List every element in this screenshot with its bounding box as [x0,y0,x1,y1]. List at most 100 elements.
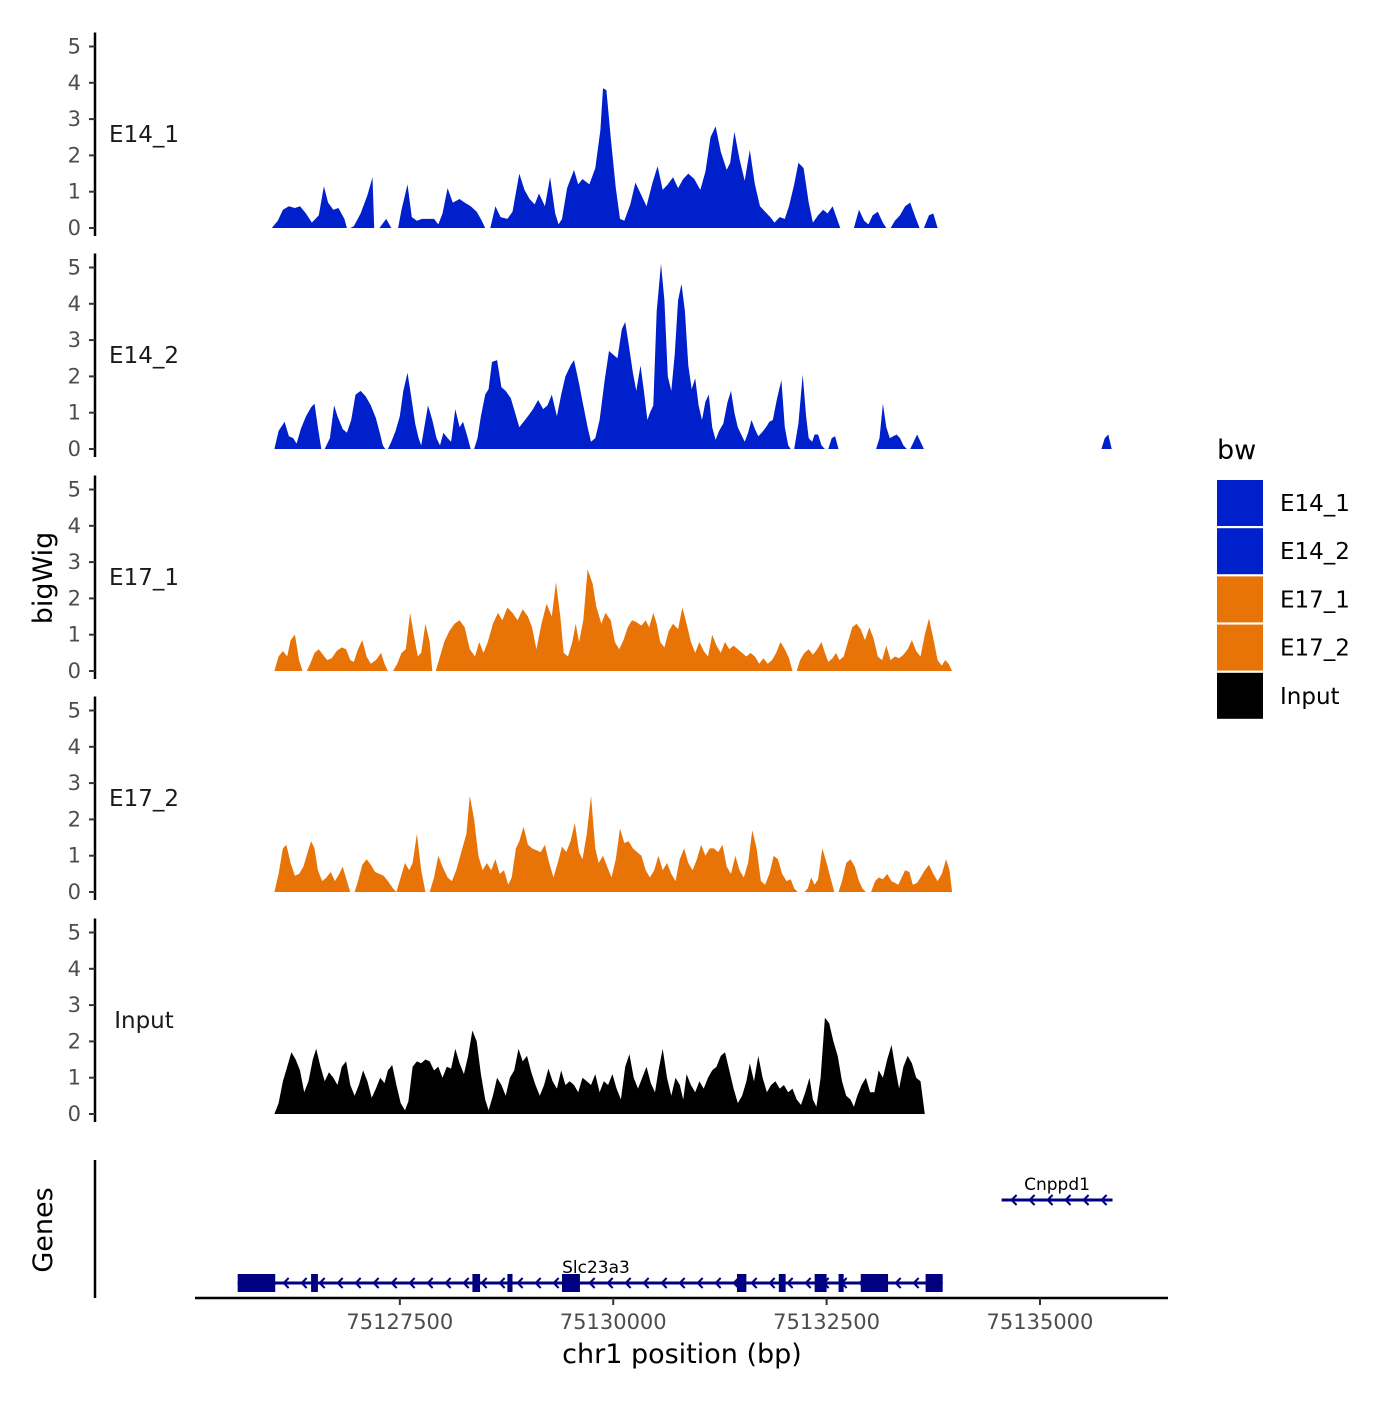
y-tick-label: 4 [68,514,81,538]
exon-block [838,1274,844,1292]
y-tick-label: 0 [68,1102,81,1126]
track-E14_2: 0 1 2 3 4 5 E14_2 [68,253,1112,461]
track-label: E17_2 [109,786,179,812]
track-Input: 0 1 2 3 4 5 Input [68,918,925,1126]
legend-item-E14_2: E14_2 [1217,528,1350,575]
strand-arrow [426,1277,434,1289]
y-tick-label: 0 [68,437,81,461]
strand-arrow [1082,1194,1090,1206]
y-tick-label: 1 [68,180,81,204]
strand-arrow [588,1277,596,1289]
strand-arrow [444,1277,452,1289]
strand-arrow [750,1277,758,1289]
gene-Cnppd1: Cnppd1 [1001,1175,1113,1206]
signal-tracks: 0 1 2 3 4 5 E14_1 0 1 2 3 4 5 E14_2 0 1 2 3 4 5 E17_1 0 1 2 3 4 5 E… [68,32,1112,1126]
legend-swatch [1217,576,1263,623]
legend-label: Input [1280,684,1340,710]
exon-block [860,1274,880,1292]
strand-arrow [408,1277,416,1289]
track-label: Input [114,1008,174,1034]
track-label: E14_2 [109,343,179,369]
exon-block [507,1274,513,1292]
legend-label: E17_2 [1280,636,1350,662]
x-axis: 75127500 75130000 75132500 75135000 [195,1296,1168,1334]
legend-title: bw [1217,435,1256,466]
strand-arrow [1064,1194,1072,1206]
exon-block [814,1274,827,1292]
signal-area-Input [274,1017,925,1114]
y-tick-label: 0 [68,659,81,683]
y-tick-label: 4 [68,735,81,759]
y-tick-label: 1 [68,623,81,647]
strand-arrow [318,1277,326,1289]
strand-arrow [696,1277,704,1289]
strand-arrow [768,1277,776,1289]
track-E14_1: 0 1 2 3 4 5 E14_1 [68,32,938,240]
strand-arrow [786,1277,794,1289]
strand-arrow [660,1277,668,1289]
legend-swatch [1217,480,1263,526]
legend-item-E17_1: E17_1 [1217,576,1350,623]
legend-item-Input: Input [1217,672,1340,719]
y-tick-label: 3 [68,993,81,1017]
y-tick-label: 1 [68,844,81,868]
strand-arrow [516,1277,524,1289]
strand-arrow [354,1277,362,1289]
legend-swatch [1217,672,1263,719]
y-tick-label: 3 [68,550,81,574]
y-tick-label: 3 [68,328,81,352]
gene-annotation-track: Slc23a3 Cnppd1 [93,1160,1113,1298]
strand-arrow [1046,1194,1054,1206]
signal-area-E17_1 [274,569,953,671]
strand-arrow [372,1277,380,1289]
y-tick-label: 4 [68,957,81,981]
y-tick-label: 2 [68,1029,81,1053]
strand-arrow [336,1277,344,1289]
x-tick-label: 75127500 [346,1310,453,1334]
strand-arrow [894,1277,902,1289]
legend-label: E14_2 [1280,539,1350,565]
y-tick-label: 2 [68,807,81,831]
x-tick-label: 75130000 [560,1310,667,1334]
exon-block [562,1274,580,1292]
legend-item-E17_2: E17_2 [1217,624,1350,671]
strand-arrow [534,1277,542,1289]
y-tick-label: 1 [68,401,81,425]
strand-arrow [390,1277,398,1289]
strand-arrow [1010,1194,1018,1206]
exon-block [472,1274,481,1292]
strand-arrow [552,1277,560,1289]
strand-arrow [678,1277,686,1289]
legend: bw E14_1 E14_2 E17_1 E17_2 Input [1217,435,1350,719]
y-tick-label: 2 [68,586,81,610]
track-label: E17_1 [109,565,179,591]
x-axis-title: chr1 position (bp) [562,1339,802,1370]
strand-arrow [1028,1194,1036,1206]
strand-arrow [912,1277,920,1289]
legend-swatch [1217,528,1263,575]
strand-arrow [804,1277,812,1289]
strand-arrow [624,1277,632,1289]
y-tick-label: 4 [68,292,81,316]
y-tick-label: 2 [68,364,81,388]
signal-area-E17_2 [274,795,953,892]
y-tick-label: 2 [68,143,81,167]
exon-block [925,1274,943,1292]
exon-block [311,1274,318,1292]
strand-arrow [282,1277,290,1289]
y-tick-label: 1 [68,1066,81,1090]
gene-label: Slc23a3 [562,1258,630,1278]
signal-area-E14_2 [274,263,1112,449]
strand-arrow [480,1277,488,1289]
strand-arrow [606,1277,614,1289]
strand-arrow [300,1277,308,1289]
gene-Slc23a3: Slc23a3 [237,1258,943,1292]
genes-axis-title: Genes [28,1187,59,1272]
y-tick-label: 0 [68,880,81,904]
exon-block [237,1274,276,1292]
legend-item-E14_1: E14_1 [1217,480,1350,526]
x-tick-label: 75135000 [987,1310,1094,1334]
legend-swatch [1217,624,1263,671]
